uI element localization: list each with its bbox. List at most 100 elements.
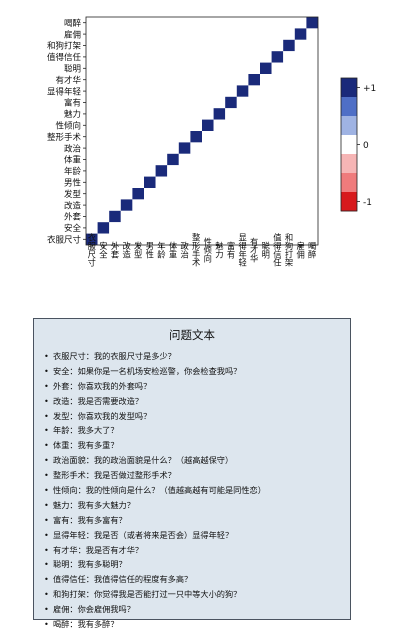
question-text: 有才华：我是否有才华？ (53, 544, 144, 555)
heatmap-cell (294, 17, 307, 29)
heatmap-cell (294, 74, 307, 86)
heatmap-cell (213, 222, 226, 234)
heatmap-cell (97, 222, 110, 234)
heatmap-cell (97, 62, 110, 74)
question-text: 发型：你喜欢我的发型吗？ (53, 410, 152, 421)
col-tick-label: 年龄 (156, 241, 166, 259)
heatmap-cell (294, 62, 307, 74)
heatmap-cell (225, 188, 237, 200)
heatmap-cell (202, 153, 214, 166)
heatmap-cell (248, 39, 260, 52)
heatmap-cell (155, 210, 168, 223)
heatmap-cell (190, 210, 202, 223)
colorbar-segment (341, 97, 357, 117)
heatmap-cell (283, 176, 295, 188)
heatmap-cell (144, 131, 156, 143)
heatmap-cell (248, 74, 260, 86)
question-panel-title: 问题文本 (169, 328, 215, 342)
row-tick-label: 发型 (64, 189, 82, 200)
heatmap-cell (213, 85, 226, 97)
heatmap-cell (225, 210, 237, 223)
heatmap-cell (271, 165, 284, 177)
correlation-heatmap: 喝醉雇佣和狗打架值得信任聪明有才华显得年轻富有魅力性倾向整形手术政治体重年龄男性… (47, 16, 376, 268)
heatmap-cell (248, 188, 260, 200)
heatmap-cell (236, 119, 249, 131)
heatmap-cell (283, 210, 295, 223)
heatmap-cell (86, 199, 98, 211)
col-tick-label: 显得年轻 (238, 233, 248, 267)
heatmap-cell (202, 142, 214, 154)
heatmap-cell (132, 85, 144, 97)
heatmap-cell (306, 222, 318, 234)
heatmap-cell (190, 85, 202, 97)
col-tick-label: 改造 (122, 241, 132, 259)
col-tick-label: 政治 (180, 241, 190, 259)
colorbar-tick-label: 0 (363, 141, 369, 151)
heatmap-cell (236, 108, 249, 120)
heatmap-cell (225, 62, 237, 74)
col-tick-label: 发型 (133, 241, 143, 258)
heatmap-cell (167, 153, 179, 166)
heatmap-cell (283, 153, 295, 166)
question-text: 显得年轻：我是否（或者将来是否会）显得年轻？ (53, 529, 234, 540)
colorbar-segment (341, 154, 357, 174)
heatmap-cell (202, 176, 214, 188)
heatmap-cell (120, 85, 133, 97)
heatmap-cell (283, 222, 295, 234)
heatmap-cell (202, 210, 214, 223)
heatmap-cell (236, 233, 249, 245)
question-item: • 整形手术：我是否做过整形手术？ (44, 468, 346, 483)
heatmap-cell (132, 233, 144, 245)
heatmap-cell (167, 199, 179, 211)
heatmap-cell (260, 62, 272, 74)
question-list: • 衣服尺寸：我的衣服尺寸是多少？ • 安全：如果你是一名机场安检巡警，你会检查我吗？… (34, 349, 350, 632)
heatmap-cell (202, 199, 214, 211)
heatmap-cell (260, 142, 272, 154)
heatmap-cell (178, 28, 191, 40)
row-tick-label: 整形手术 (47, 132, 82, 143)
heatmap-cell (120, 165, 133, 177)
heatmap-cell (97, 119, 110, 131)
row-tick-label: 值得信任 (47, 52, 82, 63)
heatmap-cell (120, 96, 133, 109)
heatmap-cell (306, 17, 318, 29)
heatmap-cell (86, 153, 98, 166)
heatmap-cell (202, 108, 214, 120)
heatmap-cell (283, 233, 295, 245)
heatmap-cell (178, 131, 191, 143)
row-tick-label: 年龄 (64, 166, 82, 177)
heatmap-cell (248, 222, 260, 234)
heatmap-cell (306, 176, 318, 188)
heatmap-cell (248, 210, 260, 223)
heatmap-cell (109, 119, 121, 131)
heatmap-cell (190, 222, 202, 234)
heatmap-cell (260, 153, 272, 166)
heatmap-cell (144, 39, 156, 52)
heatmap-cell (236, 62, 249, 74)
heatmap-cell (109, 176, 121, 188)
heatmap-cell (132, 165, 144, 177)
heatmap-cell (236, 85, 249, 97)
heatmap-cell (132, 96, 144, 109)
heatmap-cell (120, 17, 133, 29)
heatmap-cell (155, 96, 168, 109)
heatmap-cell (167, 96, 179, 109)
col-tick-label: 值得信任 (272, 233, 282, 268)
heatmap-cell (271, 188, 284, 200)
heatmap-cell (294, 142, 307, 154)
heatmap-cell (109, 39, 121, 52)
col-tick-label: 男性 (145, 242, 155, 260)
heatmap-cell (202, 165, 214, 177)
heatmap-cell (236, 39, 249, 52)
heatmap-cell (97, 131, 110, 143)
heatmap-cell (260, 188, 272, 200)
heatmap-cell (190, 119, 202, 131)
heatmap-cell (260, 199, 272, 211)
heatmap-cell (120, 131, 133, 143)
heatmap-cell (294, 131, 307, 143)
row-tick-label: 聪明 (64, 64, 81, 75)
heatmap-cell (248, 62, 260, 74)
heatmap-cell (283, 199, 295, 211)
heatmap-cell (155, 131, 168, 143)
heatmap-cell (225, 17, 237, 29)
